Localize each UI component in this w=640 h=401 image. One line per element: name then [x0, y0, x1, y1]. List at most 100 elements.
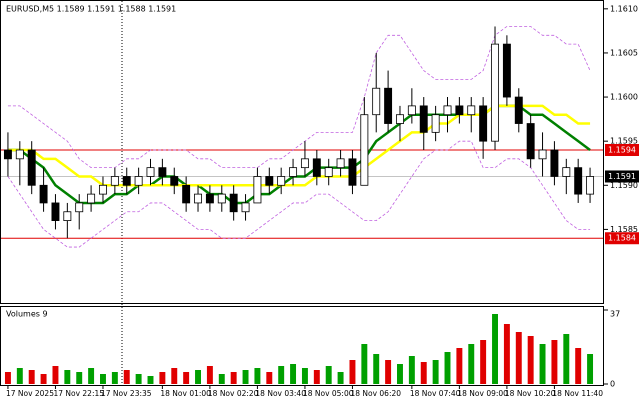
volume-bar [468, 344, 475, 384]
volume-bar [492, 314, 498, 384]
candle-body [467, 105, 476, 116]
candle-body [253, 176, 262, 204]
volume-bar [503, 324, 510, 384]
volume-bar [349, 360, 356, 384]
indicator-line [7, 26, 591, 169]
volume-bar [52, 366, 59, 384]
volume-bar [527, 336, 534, 384]
volume-bar [28, 370, 35, 384]
candle-body [3, 149, 12, 160]
x-tick-label: 17 Nov 2025 [6, 389, 54, 398]
level-label: 1.1594 [608, 146, 636, 155]
volume-tick-label: 37 [610, 310, 620, 319]
candle-body [289, 167, 298, 177]
x-tick-label: 18 Nov 11:40 [552, 389, 603, 398]
x-tick-label: 18 Nov 10:20 [505, 389, 556, 398]
volume-bar [230, 372, 237, 384]
x-tick-label: 18 Nov 06:20 [350, 389, 401, 398]
volume-bar [218, 374, 225, 384]
volume-bar [100, 374, 106, 384]
volume-bar [385, 360, 392, 384]
candle-body [419, 105, 428, 133]
last-price-label: 1.1591 [608, 172, 636, 181]
candle-body [110, 176, 119, 186]
candle-body [550, 149, 559, 177]
x-tick-label: 18 Nov 07:40 [410, 389, 461, 398]
candle-body [348, 158, 357, 186]
candle-body [134, 176, 143, 186]
candle-body [75, 202, 84, 213]
volume-bar [147, 376, 154, 384]
x-tick-label: 18 Nov 01:00 [160, 389, 211, 398]
volume-bar [432, 360, 439, 384]
volume-bar [123, 370, 130, 384]
volume-bar [301, 368, 308, 384]
x-tick-label: 17 Nov 22:15 [53, 389, 104, 398]
candle-body [27, 149, 36, 186]
volume-bar [373, 354, 380, 384]
volume-bar [539, 344, 546, 384]
candle-body [194, 193, 202, 204]
candle-body [479, 105, 488, 142]
candle-body [241, 202, 250, 213]
volume-bar [408, 356, 415, 384]
volume-bar [551, 340, 558, 384]
price-panel [0, 0, 604, 304]
candle-body [182, 184, 191, 204]
candle-body [277, 176, 286, 186]
volume-bar [456, 348, 463, 384]
candle-body [324, 167, 333, 177]
level-label: 1.1584 [608, 234, 636, 243]
volume-bar [254, 368, 261, 384]
candle-body [526, 123, 535, 160]
y-tick-label: 1.1590 [610, 181, 638, 190]
y-tick-label: 1.1605 [610, 48, 638, 57]
volume-bar [587, 354, 594, 384]
volume-bar [111, 372, 118, 384]
volume-bar [135, 374, 142, 384]
candle-body [312, 158, 321, 177]
volume-bar [563, 334, 570, 384]
candle-body [443, 105, 452, 116]
candle-body [396, 114, 404, 124]
candle-body [229, 193, 238, 213]
volume-bar [171, 368, 178, 384]
candle-body [39, 184, 48, 204]
volume-bar [266, 372, 273, 384]
x-tick-label: 18 Nov 05:00 [303, 389, 354, 398]
volume-bar [159, 372, 166, 384]
x-tick-label: 18 Nov 03:40 [255, 389, 306, 398]
volume-bar [337, 372, 344, 384]
level-box [605, 232, 639, 245]
candle-body [300, 158, 309, 169]
y-tick-label: 1.1585 [610, 225, 638, 234]
y-tick-label: 1.1610 [610, 4, 638, 13]
candle-body [431, 114, 440, 133]
volume-bar [206, 366, 213, 384]
candle-body [122, 176, 131, 186]
candle-body [205, 193, 214, 204]
candle-body [265, 176, 274, 186]
candle-body [336, 158, 345, 169]
candle-body [407, 105, 416, 116]
candle-body [514, 96, 523, 124]
volume-tick-label: 0 [610, 380, 615, 389]
volume-bar [40, 374, 47, 384]
candle-body [491, 43, 499, 142]
indicator-line [7, 140, 591, 248]
candle-body [87, 193, 96, 204]
volume-bar [88, 368, 95, 384]
volume-bar [76, 372, 83, 384]
candle-body [562, 167, 571, 177]
volume-bar [278, 366, 285, 384]
volume-bar [4, 372, 11, 384]
candle-body [51, 202, 60, 221]
volume-bar [515, 332, 522, 384]
candle-body [538, 149, 547, 160]
volume-bar [313, 370, 320, 384]
candle-body [63, 211, 72, 221]
volume-bar [444, 352, 451, 384]
x-tick-label: 18 Nov 02:20 [208, 389, 259, 398]
x-tick-label: 17 Nov 23:35 [101, 389, 152, 398]
